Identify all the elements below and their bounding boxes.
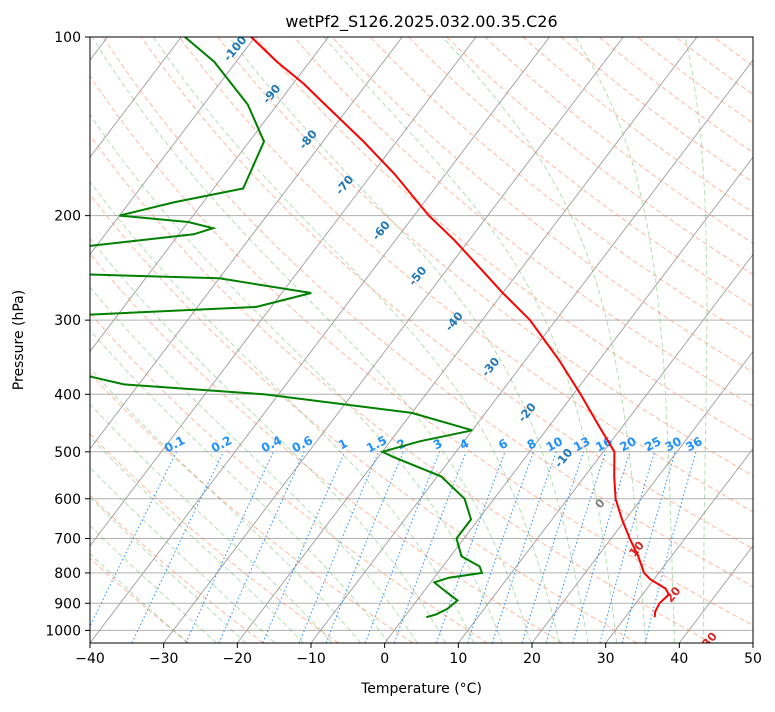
x-tick-label: 10 <box>449 651 467 667</box>
y-tick-label: 900 <box>54 596 81 612</box>
y-axis-label: Pressure (hPa) <box>11 290 27 390</box>
y-tick-label: 100 <box>54 30 81 46</box>
x-tick-label: 50 <box>744 651 762 667</box>
x-axis-label: Temperature (°C) <box>360 681 482 697</box>
y-tick-label: 400 <box>54 387 81 403</box>
x-tick-label: 30 <box>597 651 615 667</box>
x-tick-label: 20 <box>523 651 541 667</box>
x-tick-label: −20 <box>223 651 253 667</box>
y-tick-label: 1000 <box>45 623 81 639</box>
y-tick-label: 500 <box>54 445 81 461</box>
y-tick-label: 600 <box>54 492 81 508</box>
y-tick-label: 200 <box>54 209 81 225</box>
y-tick-label: 800 <box>54 566 81 582</box>
x-tick-label: −40 <box>75 651 105 667</box>
x-tick-label: −10 <box>296 651 326 667</box>
y-tick-label: 300 <box>54 313 81 329</box>
x-tick-label: 40 <box>670 651 688 667</box>
x-tick-label: 0 <box>380 651 389 667</box>
chart-title: wetPf2_S126.2025.032.00.35.C26 <box>285 12 557 32</box>
x-tick-label: −30 <box>149 651 179 667</box>
y-tick-label: 700 <box>54 532 81 548</box>
